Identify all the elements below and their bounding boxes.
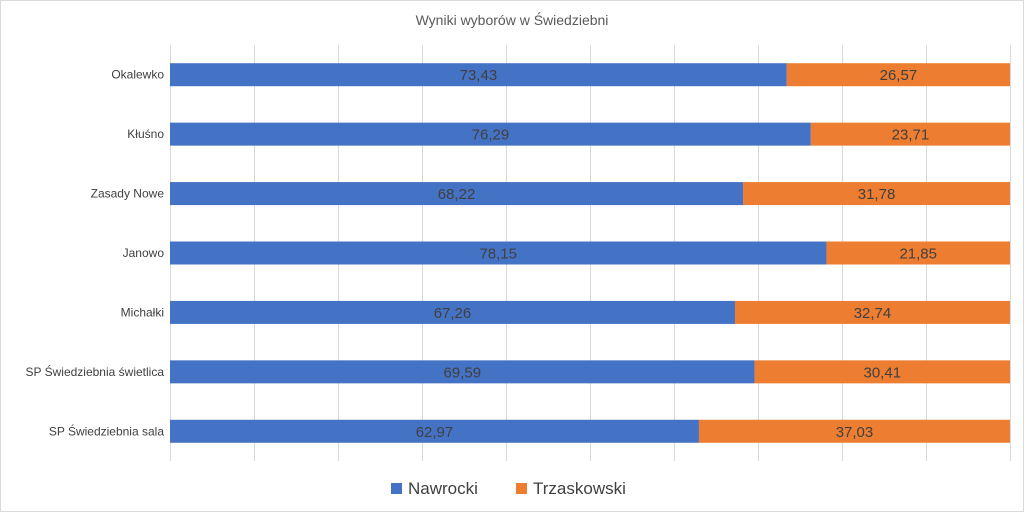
category-labels: Okalewko Kłuśno Zasady Nowe Janowo Michałki S… (25, 68, 164, 439)
data-label: 73,43 (460, 67, 498, 84)
data-label: 37,03 (836, 424, 874, 441)
bars (170, 63, 1010, 443)
category-label: Zasady Nowe (91, 187, 165, 201)
bar-series-1 (170, 182, 744, 206)
data-label: 68,22 (438, 186, 476, 203)
data-label: 21,85 (899, 246, 937, 263)
legend-label: Trzaskowski (533, 479, 626, 498)
data-label: 32,74 (854, 305, 892, 322)
category-label: Janowo (123, 246, 165, 260)
bar-series-1 (170, 122, 811, 146)
legend-swatch (391, 483, 402, 494)
category-label: Kłuśno (127, 127, 164, 141)
bar-series-1 (170, 241, 827, 265)
chart-title: Wyniki wyborów w Świedziebni (416, 11, 609, 28)
bar-series-2 (698, 419, 1010, 443)
bar-series-2 (734, 300, 1010, 324)
data-label: 76,29 (472, 127, 510, 144)
bar-series-2 (826, 241, 1010, 265)
category-label: SP Świedziebnia sala (49, 423, 165, 438)
bar-series-2 (786, 63, 1010, 87)
bar-series-1 (170, 300, 735, 324)
category-label: Okalewko (111, 68, 164, 82)
bar-series-1 (170, 360, 755, 384)
data-label: 67,26 (434, 305, 472, 322)
data-labels: 73,43 26,57 76,29 23,71 68,22 31,78 78,15 21,85… (416, 67, 937, 441)
bar-series-2 (754, 360, 1010, 384)
data-label: 30,41 (864, 364, 902, 381)
data-label: 31,78 (858, 186, 896, 203)
bar-series-1 (170, 419, 699, 443)
legend-swatch (516, 483, 527, 494)
legend-label: Nawrocki (408, 479, 478, 498)
bar-series-2 (743, 182, 1010, 206)
bar-series-1 (170, 63, 787, 87)
bar-series-2 (810, 122, 1010, 146)
category-label: SP Świedziebnia świetlica (25, 364, 164, 379)
data-label: 26,57 (880, 67, 918, 84)
category-label: Michałki (121, 305, 164, 319)
data-label: 69,59 (444, 364, 482, 381)
data-label: 78,15 (479, 246, 517, 263)
data-label: 62,97 (416, 424, 454, 441)
legend: Nawrocki Trzaskowski (391, 479, 626, 498)
data-label: 23,71 (892, 127, 930, 144)
